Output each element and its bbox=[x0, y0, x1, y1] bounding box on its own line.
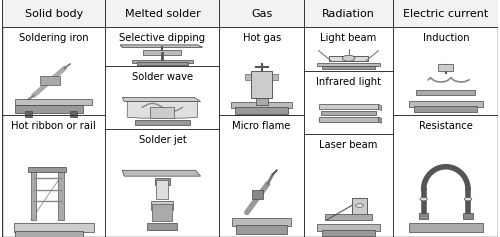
Bar bbox=[272, 74, 278, 80]
Text: Electric current: Electric current bbox=[403, 9, 488, 19]
Text: Radiation: Radiation bbox=[322, 9, 375, 19]
Polygon shape bbox=[122, 98, 200, 101]
Bar bbox=[409, 101, 483, 107]
Text: Induction: Induction bbox=[422, 33, 469, 43]
Bar bbox=[31, 168, 36, 220]
Bar bbox=[409, 223, 483, 232]
Text: Solid body: Solid body bbox=[24, 9, 83, 19]
Bar bbox=[220, 0, 304, 27]
Bar bbox=[155, 178, 170, 185]
Text: Solder jet: Solder jet bbox=[138, 135, 186, 145]
Text: Hot gas: Hot gas bbox=[242, 33, 281, 43]
Text: Selective dipping: Selective dipping bbox=[120, 33, 206, 43]
Bar bbox=[70, 111, 78, 117]
Bar bbox=[304, 0, 393, 27]
Bar bbox=[438, 64, 453, 71]
Bar bbox=[322, 230, 376, 236]
Bar bbox=[322, 66, 376, 69]
Polygon shape bbox=[122, 170, 200, 176]
Text: Melted solder: Melted solder bbox=[124, 9, 200, 19]
Bar bbox=[58, 168, 64, 220]
Circle shape bbox=[356, 204, 364, 207]
Bar bbox=[246, 74, 252, 80]
Bar bbox=[317, 223, 380, 231]
Circle shape bbox=[464, 197, 472, 201]
Text: Light beam: Light beam bbox=[320, 33, 376, 43]
Bar bbox=[329, 56, 368, 61]
Bar bbox=[152, 201, 174, 210]
Bar bbox=[321, 111, 376, 115]
Bar bbox=[138, 62, 188, 65]
Bar bbox=[325, 214, 372, 220]
Bar bbox=[28, 167, 66, 173]
Bar bbox=[393, 0, 498, 27]
Text: Gas: Gas bbox=[251, 9, 272, 19]
Bar bbox=[135, 120, 190, 124]
Circle shape bbox=[342, 55, 355, 61]
Text: Solder wave: Solder wave bbox=[132, 72, 193, 82]
Bar bbox=[14, 223, 94, 232]
Text: Hot ribbon or rail: Hot ribbon or rail bbox=[12, 121, 96, 131]
Bar bbox=[317, 63, 380, 66]
Circle shape bbox=[420, 197, 428, 201]
Bar bbox=[24, 111, 32, 117]
Bar bbox=[15, 231, 83, 237]
Bar bbox=[419, 213, 428, 219]
Bar bbox=[15, 105, 83, 113]
Bar bbox=[144, 50, 182, 55]
Bar bbox=[40, 76, 60, 85]
Polygon shape bbox=[378, 117, 382, 123]
Bar bbox=[414, 106, 478, 112]
Bar bbox=[156, 180, 168, 199]
Bar bbox=[2, 0, 106, 27]
Text: Soldering iron: Soldering iron bbox=[19, 33, 88, 43]
Bar bbox=[231, 102, 292, 108]
Polygon shape bbox=[378, 104, 382, 111]
Polygon shape bbox=[120, 45, 202, 47]
Bar bbox=[232, 218, 292, 226]
Text: Resistance: Resistance bbox=[419, 121, 473, 131]
Bar bbox=[252, 71, 272, 98]
Text: Infrared light: Infrared light bbox=[316, 77, 381, 87]
Bar bbox=[235, 107, 288, 114]
Polygon shape bbox=[127, 101, 198, 118]
Bar bbox=[318, 104, 378, 109]
Text: Micro flame: Micro flame bbox=[232, 121, 291, 131]
Bar bbox=[106, 0, 220, 27]
Text: Laser beam: Laser beam bbox=[320, 140, 378, 150]
Bar bbox=[352, 198, 368, 218]
Bar bbox=[464, 213, 472, 219]
Bar bbox=[318, 117, 378, 122]
Bar bbox=[132, 60, 192, 63]
Bar bbox=[15, 99, 92, 105]
Bar bbox=[148, 223, 178, 230]
Bar bbox=[150, 107, 174, 118]
Bar bbox=[152, 204, 172, 221]
Bar bbox=[256, 98, 268, 105]
Bar bbox=[416, 90, 476, 96]
Bar bbox=[236, 225, 287, 234]
Bar bbox=[252, 190, 263, 199]
